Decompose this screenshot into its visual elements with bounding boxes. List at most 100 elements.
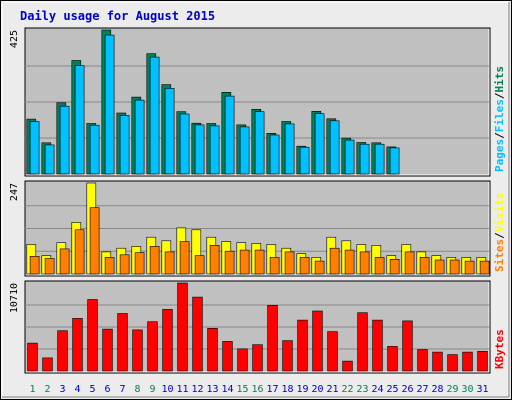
legend-entry: / xyxy=(493,132,506,139)
bar-sites-day-4 xyxy=(74,229,85,275)
bar-files-day-13 xyxy=(209,125,220,175)
bar-sites-day-17 xyxy=(269,257,280,275)
bar-files-day-5 xyxy=(89,124,100,175)
bar-kbytes-day-8 xyxy=(132,329,143,372)
day-label-18: 18 xyxy=(281,384,293,395)
day-label-15: 15 xyxy=(236,384,248,395)
bar-kbytes-day-20 xyxy=(312,310,323,372)
bar-kbytes-day-11 xyxy=(177,282,188,372)
bar-kbytes-day-2 xyxy=(42,357,53,372)
bar-files-day-6 xyxy=(104,34,115,175)
bar-sites-day-27 xyxy=(419,257,430,275)
day-label-9: 9 xyxy=(149,384,155,395)
day-label-1: 1 xyxy=(29,384,35,395)
bar-kbytes-day-16 xyxy=(252,344,263,372)
bar-sites-day-14 xyxy=(224,250,235,275)
bar-kbytes-day-4 xyxy=(72,318,83,372)
bar-files-day-10 xyxy=(164,88,175,175)
legend-entry: / xyxy=(493,232,506,239)
bar-files-day-19 xyxy=(299,146,310,175)
day-label-27: 27 xyxy=(416,384,428,395)
bar-sites-day-5 xyxy=(89,207,100,275)
bar-files-day-4 xyxy=(74,65,85,175)
day-label-23: 23 xyxy=(356,384,368,395)
bar-files-day-22 xyxy=(344,139,355,175)
bar-kbytes-day-1 xyxy=(27,342,38,372)
bar-kbytes-day-29 xyxy=(447,354,458,372)
bar-kbytes-day-12 xyxy=(192,296,203,372)
day-label-12: 12 xyxy=(191,384,203,395)
day-label-5: 5 xyxy=(89,384,95,395)
bar-sites-day-12 xyxy=(194,255,205,275)
day-label-31: 31 xyxy=(476,384,488,395)
day-label-28: 28 xyxy=(431,384,443,395)
bar-files-day-21 xyxy=(329,120,340,175)
bar-kbytes-day-19 xyxy=(297,319,308,372)
bar-kbytes-day-9 xyxy=(147,321,158,372)
day-label-6: 6 xyxy=(104,384,110,395)
legend-entry: KBytes xyxy=(493,329,506,369)
day-label-14: 14 xyxy=(221,384,233,395)
bar-kbytes-day-5 xyxy=(87,299,98,372)
bar-kbytes-day-13 xyxy=(207,327,218,372)
day-label-13: 13 xyxy=(206,384,218,395)
bar-files-day-20 xyxy=(314,113,325,175)
y-max-label: 425 xyxy=(9,30,20,48)
day-label-29: 29 xyxy=(446,384,458,395)
legend-hits-files-pages: Pages/Files/Hits xyxy=(493,66,506,172)
day-label-17: 17 xyxy=(266,384,278,395)
bar-files-day-14 xyxy=(224,95,235,175)
day-label-30: 30 xyxy=(461,384,473,395)
day-label-25: 25 xyxy=(386,384,398,395)
day-label-20: 20 xyxy=(311,384,323,395)
bar-sites-day-19 xyxy=(299,257,310,275)
day-label-22: 22 xyxy=(341,384,353,395)
day-label-19: 19 xyxy=(296,384,308,395)
bar-sites-day-9 xyxy=(149,246,160,275)
panel-visits-sites: 247 Sites/Visits xyxy=(9,180,506,277)
bar-files-day-9 xyxy=(149,56,160,175)
bar-files-day-8 xyxy=(134,99,145,175)
bar-kbytes-day-7 xyxy=(117,313,128,372)
bar-files-day-11 xyxy=(179,113,190,175)
bar-kbytes-day-21 xyxy=(327,331,338,372)
bar-kbytes-day-27 xyxy=(417,349,428,372)
bar-files-day-17 xyxy=(269,134,280,175)
bar-sites-day-25 xyxy=(389,258,400,275)
bar-files-day-7 xyxy=(119,115,130,175)
bar-kbytes-day-31 xyxy=(477,350,488,372)
bar-sites-day-16 xyxy=(254,249,265,275)
y-max-label: 10710 xyxy=(9,283,20,313)
bar-sites-day-21 xyxy=(329,247,340,275)
bar-kbytes-day-30 xyxy=(462,351,473,372)
legend-entry: Files xyxy=(493,99,506,132)
bar-sites-day-3 xyxy=(59,248,70,275)
bar-kbytes-day-15 xyxy=(237,348,248,372)
bar-sites-day-6 xyxy=(104,257,115,275)
bar-files-day-2 xyxy=(44,144,55,175)
legend-entry: / xyxy=(493,92,506,99)
bar-files-day-15 xyxy=(239,126,250,175)
day-label-24: 24 xyxy=(371,384,383,395)
bar-files-day-24 xyxy=(374,143,385,175)
bar-files-day-12 xyxy=(194,124,205,175)
day-label-2: 2 xyxy=(44,384,50,395)
bar-sites-day-22 xyxy=(344,249,355,275)
day-label-26: 26 xyxy=(401,384,413,395)
day-label-8: 8 xyxy=(134,384,140,395)
bar-kbytes-day-3 xyxy=(57,330,68,372)
day-label-11: 11 xyxy=(176,384,188,395)
bar-kbytes-day-10 xyxy=(162,309,173,372)
bar-sites-day-29 xyxy=(449,259,460,275)
bar-sites-day-8 xyxy=(134,252,145,275)
bar-sites-day-7 xyxy=(119,254,130,275)
bar-files-day-3 xyxy=(59,105,70,175)
y-max-label: 247 xyxy=(9,183,20,201)
bar-sites-day-20 xyxy=(314,260,325,275)
legend-entry: Pages xyxy=(493,139,506,172)
bar-sites-day-23 xyxy=(359,251,370,275)
legend-kbytes: KBytes xyxy=(493,329,506,369)
bar-kbytes-day-6 xyxy=(102,328,113,372)
chart-title: Daily usage for August 2015 xyxy=(20,9,215,23)
